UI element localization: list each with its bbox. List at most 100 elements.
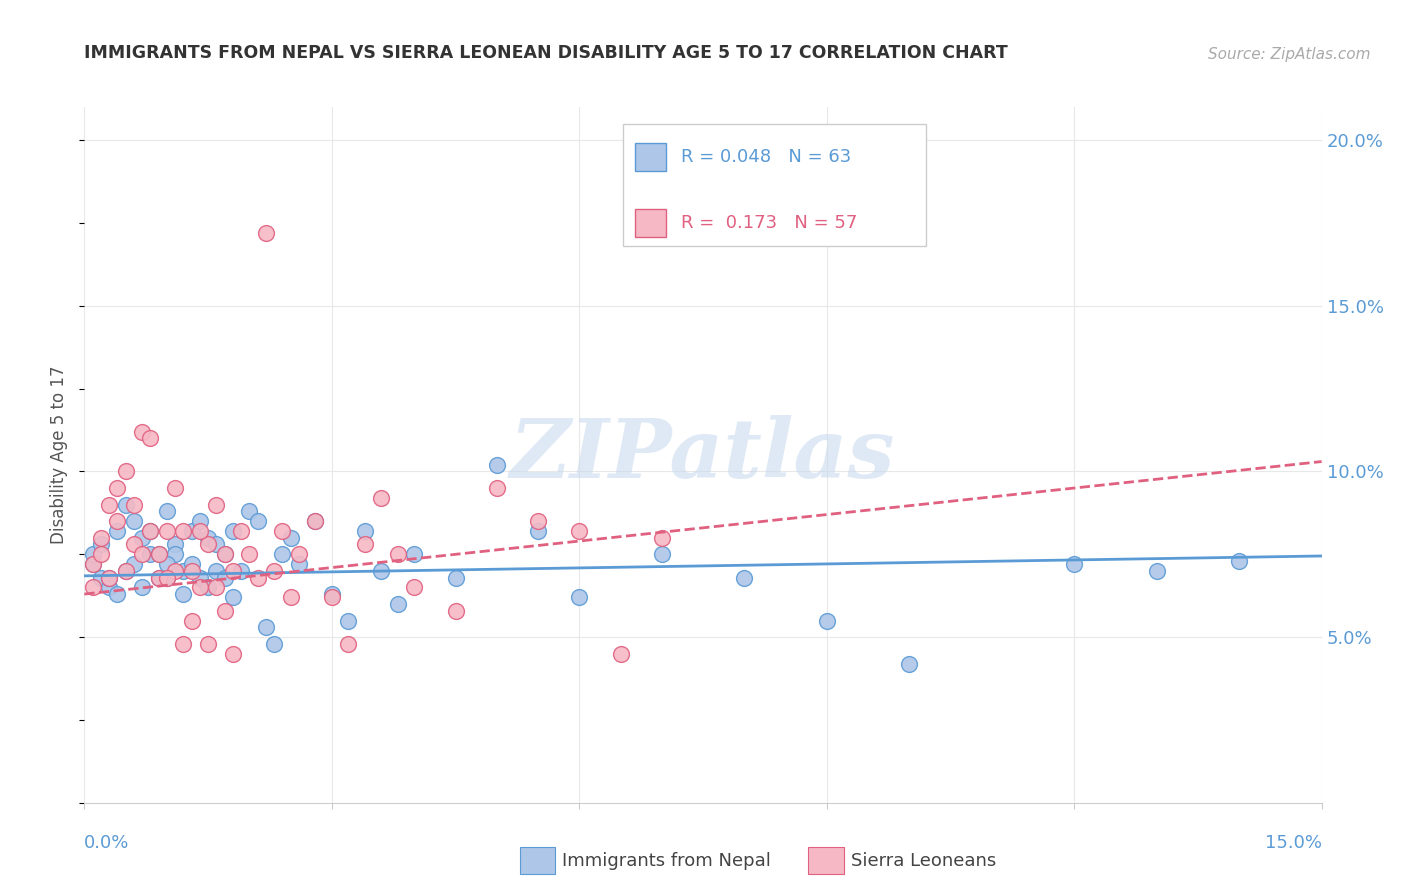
Point <box>214 604 236 618</box>
Text: R = 0.048   N = 63: R = 0.048 N = 63 <box>681 148 851 166</box>
Point <box>114 564 136 578</box>
Point <box>205 564 228 578</box>
Point <box>122 537 145 551</box>
Point <box>321 591 343 605</box>
Point <box>1146 564 1168 578</box>
Point <box>246 570 269 584</box>
Point <box>214 570 236 584</box>
Point <box>165 537 187 551</box>
Point <box>156 504 179 518</box>
Point <box>222 564 245 578</box>
Point <box>98 570 121 584</box>
Point <box>444 570 467 584</box>
Point <box>404 581 426 595</box>
Point <box>105 524 128 538</box>
Point <box>148 547 170 561</box>
Point <box>98 570 121 584</box>
Point <box>370 564 392 578</box>
Point <box>197 537 219 551</box>
Point <box>180 558 202 572</box>
Point <box>188 570 211 584</box>
Point <box>165 564 187 578</box>
Point <box>180 564 202 578</box>
Text: R =  0.173   N = 57: R = 0.173 N = 57 <box>681 214 858 232</box>
Text: Immigrants from Nepal: Immigrants from Nepal <box>562 852 772 870</box>
Point <box>387 547 409 561</box>
Point <box>288 547 311 561</box>
Point <box>188 581 211 595</box>
Point <box>105 587 128 601</box>
Text: Source: ZipAtlas.com: Source: ZipAtlas.com <box>1208 47 1371 62</box>
Point <box>197 531 219 545</box>
Point <box>222 647 245 661</box>
Point <box>156 570 179 584</box>
Point <box>105 481 128 495</box>
Point <box>180 614 202 628</box>
Text: Sierra Leoneans: Sierra Leoneans <box>851 852 995 870</box>
Point <box>90 547 112 561</box>
Point <box>165 481 187 495</box>
Text: 0.0%: 0.0% <box>84 834 129 852</box>
Point <box>651 531 673 545</box>
Point <box>280 531 302 545</box>
Point <box>114 564 136 578</box>
Point <box>304 514 326 528</box>
Point <box>271 524 294 538</box>
FancyBboxPatch shape <box>636 210 666 237</box>
Point <box>353 537 375 551</box>
FancyBboxPatch shape <box>636 144 666 171</box>
Point <box>246 514 269 528</box>
Point <box>353 524 375 538</box>
Point <box>222 591 245 605</box>
Point <box>205 581 228 595</box>
Point <box>485 458 508 472</box>
Point <box>214 547 236 561</box>
Point <box>148 570 170 584</box>
Point <box>254 620 277 634</box>
Point <box>387 597 409 611</box>
Point <box>337 614 360 628</box>
Point <box>139 431 162 445</box>
Point <box>122 498 145 512</box>
Point <box>131 425 153 439</box>
Point <box>156 558 179 572</box>
Point <box>280 591 302 605</box>
Point <box>568 524 591 538</box>
Point <box>122 558 145 572</box>
Point <box>98 498 121 512</box>
Y-axis label: Disability Age 5 to 17: Disability Age 5 to 17 <box>51 366 69 544</box>
Point <box>172 637 194 651</box>
Point <box>263 637 285 651</box>
Point <box>197 581 219 595</box>
Point <box>1227 554 1250 568</box>
Point <box>288 558 311 572</box>
Point <box>205 537 228 551</box>
Point <box>733 570 755 584</box>
Point <box>197 637 219 651</box>
Point <box>815 614 838 628</box>
Point <box>139 524 162 538</box>
Text: ZIPatlas: ZIPatlas <box>510 415 896 495</box>
Point <box>188 514 211 528</box>
Point <box>139 524 162 538</box>
Point <box>229 524 252 538</box>
Point <box>139 547 162 561</box>
Point <box>254 226 277 240</box>
Point <box>188 524 211 538</box>
Point <box>222 524 245 538</box>
Point <box>337 637 360 651</box>
Point <box>172 564 194 578</box>
Point <box>131 547 153 561</box>
Point <box>180 524 202 538</box>
Point <box>1063 558 1085 572</box>
Point <box>90 570 112 584</box>
Point <box>271 547 294 561</box>
Point <box>321 587 343 601</box>
Point <box>172 587 194 601</box>
Point <box>609 647 631 661</box>
Point <box>114 498 136 512</box>
Point <box>263 564 285 578</box>
Point <box>404 547 426 561</box>
Point <box>105 514 128 528</box>
Point <box>898 657 921 671</box>
